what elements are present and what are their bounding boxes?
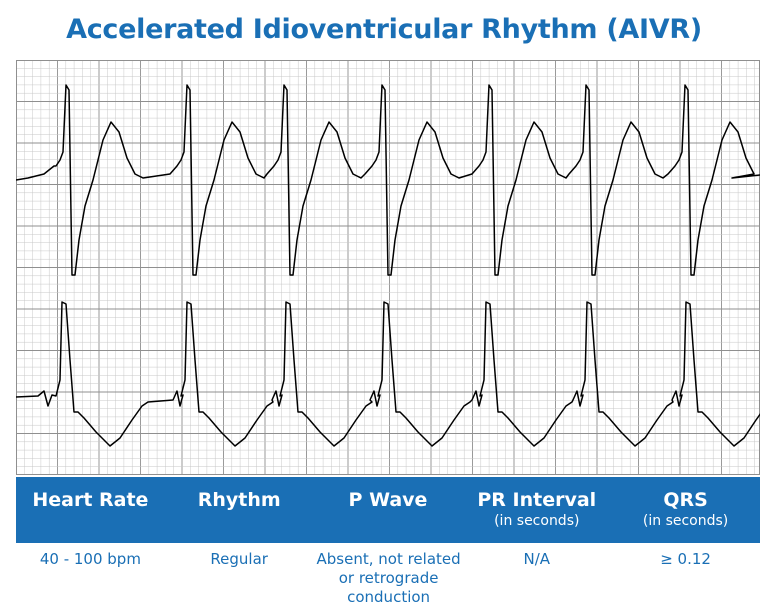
value-rhythm: Regular [210, 550, 268, 568]
info-header-band: Heart Rate Rhythm P Wave PR Interval (in… [16, 477, 760, 543]
value-pr-interval: N/A [523, 550, 551, 568]
header-qrs: QRS (in seconds) [642, 489, 729, 529]
header-rhythm: Rhythm [197, 489, 281, 511]
header-heart-rate: Heart Rate [32, 489, 149, 511]
value-p-wave: Absent, not related or retrograde conduc… [316, 550, 461, 606]
ecg-trace-bottom [16, 301, 760, 447]
header-pr-interval: PR Interval (in seconds) [477, 489, 597, 529]
info-values-row: 40 - 100 bpm Regular Absent, not related… [16, 550, 760, 610]
ecg-grid [16, 60, 760, 475]
header-p-wave: P Wave [348, 489, 428, 511]
page-title: Accelerated Idioventricular Rhythm (AIVR… [66, 14, 702, 45]
ecg-trace-top [16, 84, 760, 276]
value-heart-rate: 40 - 100 bpm [39, 550, 141, 568]
ecg-strip [16, 60, 760, 475]
value-qrs: ≥ 0.12 [660, 550, 711, 568]
